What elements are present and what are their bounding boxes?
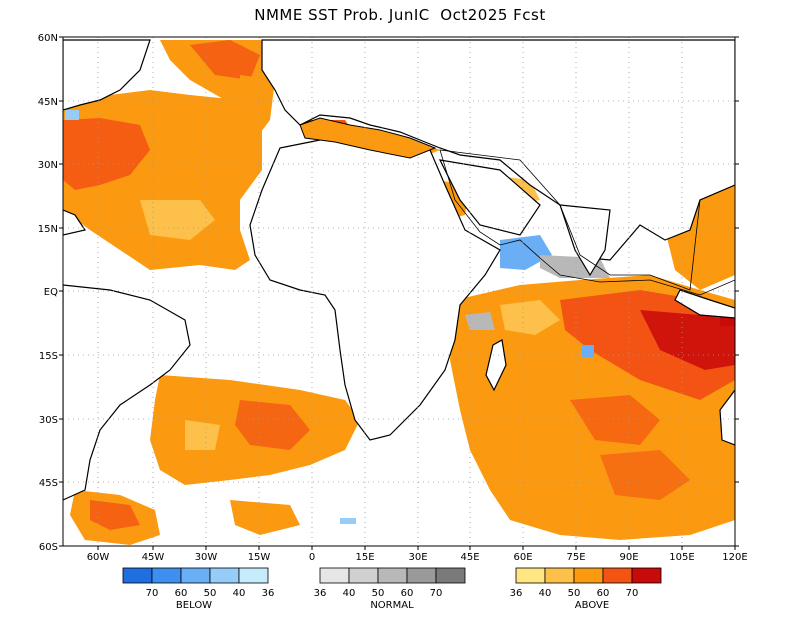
lon-label: 45E [460,552,479,563]
lon-label: 60W [87,552,110,563]
legend-value: 50 [568,588,581,599]
lon-label: 15E [355,552,374,563]
legend-value: 70 [430,588,443,599]
legend-title: ABOVE [575,600,609,611]
legend-value: 60 [401,588,414,599]
legend-swatch [319,567,350,584]
legend-title: NORMAL [370,600,414,611]
continents [63,39,735,501]
legend-swatch [406,567,437,584]
lon-label: 60E [513,552,532,563]
legend-swatch [151,567,182,584]
legend-value: 40 [539,588,552,599]
lat-label: 30S [39,415,58,426]
legend-value: 40 [233,588,246,599]
legend-swatch [180,567,211,584]
lat-label: 60N [38,33,58,44]
legend-swatch [377,567,408,584]
legend-swatch [631,567,662,584]
legend-value: 70 [146,588,159,599]
lat-label: 15N [38,224,58,235]
lon-label: 105E [669,552,694,563]
legend-value: 36 [314,588,327,599]
lat-label: 60S [39,542,58,553]
legend-value: 60 [175,588,188,599]
legend-value: 60 [597,588,610,599]
lon-label: 0 [309,552,315,563]
lat-label: EQ [44,287,58,298]
lon-label: 30E [408,552,427,563]
legend-swatch [515,567,546,584]
legend-value: 36 [262,588,275,599]
lon-label: 90E [619,552,638,563]
legend-title: BELOW [176,600,212,611]
map-title: NMME SST Prob. JunIC Oct2025 Fcst [254,6,546,24]
legend-below: 70 60 50 40 36 BELOW [122,567,275,611]
legend-swatch [209,567,240,584]
legend-swatch [238,567,269,584]
longitude-labels: 60W 45W 30W 15W 0 15E 30E 45E 60E 75E 90… [87,552,748,563]
legend-value: 36 [510,588,523,599]
legend-swatch [544,567,575,584]
legend-swatch [573,567,604,584]
lon-label: 120E [722,552,747,563]
lon-label: 75E [566,552,585,563]
lon-label: 30W [195,552,218,563]
legend-swatch [435,567,466,584]
legend-swatch [602,567,633,584]
legend: 70 60 50 40 36 BELOW 36 40 50 60 70 NORM… [122,567,662,611]
lat-label: 15S [39,351,58,362]
legend-value: 40 [343,588,356,599]
latitude-labels: 60N 45N 30N 15N EQ 15S 30S 45S 60S [38,33,58,553]
legend-normal: 36 40 50 60 70 NORMAL [314,567,466,611]
lat-label: 45S [39,478,58,489]
gridlines [63,37,735,546]
legend-value: 50 [372,588,385,599]
legend-above: 36 40 50 60 70 ABOVE [510,567,662,611]
legend-value: 50 [204,588,217,599]
lon-label: 45W [142,552,165,563]
legend-swatch [348,567,379,584]
axis-ticks [59,36,739,550]
lat-label: 30N [38,160,58,171]
legend-value: 70 [626,588,639,599]
legend-swatch [122,567,153,584]
lon-label: 15W [248,552,271,563]
lat-label: 45N [38,97,58,108]
